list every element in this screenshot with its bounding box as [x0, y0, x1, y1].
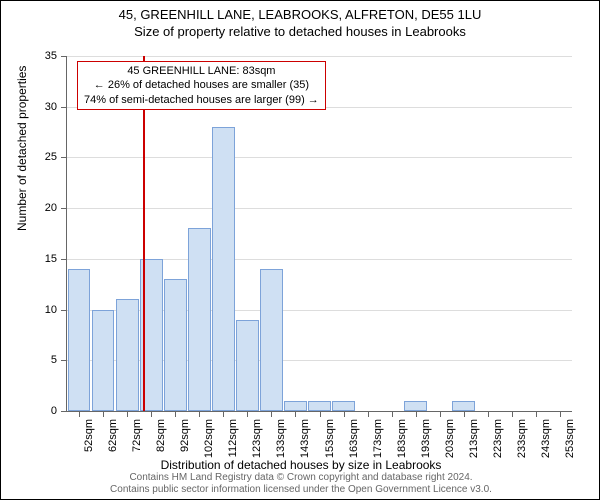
x-tick-label: 62sqm — [107, 419, 119, 452]
y-tick-label: 15 — [45, 253, 57, 265]
y-axis-label: Number of detached properties — [15, 66, 29, 231]
x-tick — [223, 411, 224, 417]
x-tick — [79, 411, 80, 417]
x-tick-label: 223sqm — [492, 419, 504, 458]
x-tick-label: 112sqm — [227, 419, 239, 457]
footer-line2: Contains public sector information licen… — [1, 484, 600, 496]
annotation-line2: ← 26% of detached houses are smaller (35… — [84, 78, 319, 92]
x-tick-label: 183sqm — [396, 419, 408, 458]
x-tick-label: 133sqm — [275, 419, 287, 458]
y-tick — [61, 360, 67, 361]
x-tick-label: 123sqm — [251, 419, 263, 458]
bar — [188, 228, 211, 411]
x-tick — [368, 411, 369, 417]
bar — [68, 269, 91, 411]
x-tick — [416, 411, 417, 417]
x-tick — [247, 411, 248, 417]
chart-title: 45, GREENHILL LANE, LEABROOKS, ALFRETON,… — [1, 1, 599, 22]
x-tick-label: 143sqm — [299, 419, 311, 458]
x-tick-label: 243sqm — [540, 419, 552, 458]
x-tick — [320, 411, 321, 417]
y-tick-label: 35 — [45, 50, 57, 62]
x-tick-label: 253sqm — [564, 419, 576, 458]
plot-area: 0510152025303552sqm62sqm72sqm82sqm92sqm1… — [66, 56, 572, 412]
x-axis-label: Distribution of detached houses by size … — [1, 458, 600, 472]
annotation-box: 45 GREENHILL LANE: 83sqm ← 26% of detach… — [77, 61, 326, 110]
annotation-line1: 45 GREENHILL LANE: 83sqm — [84, 64, 319, 78]
x-tick — [199, 411, 200, 417]
y-tick-label: 20 — [45, 202, 57, 214]
x-tick-label: 72sqm — [131, 419, 143, 452]
chart-container: 45, GREENHILL LANE, LEABROOKS, ALFRETON,… — [0, 0, 600, 500]
y-tick — [61, 107, 67, 108]
x-tick — [392, 411, 393, 417]
footer-line1: Contains HM Land Registry data © Crown c… — [1, 472, 600, 484]
bar — [308, 401, 331, 411]
x-tick-label: 233sqm — [516, 419, 528, 458]
x-tick — [295, 411, 296, 417]
y-tick — [61, 56, 67, 57]
bar — [92, 310, 115, 411]
y-tick-label: 30 — [45, 101, 57, 113]
bar — [164, 279, 187, 411]
x-tick-label: 213sqm — [468, 419, 480, 458]
y-tick — [61, 157, 67, 158]
x-tick-label: 193sqm — [420, 419, 432, 458]
x-tick — [271, 411, 272, 417]
x-tick-label: 102sqm — [203, 419, 215, 458]
y-tick-label: 10 — [45, 304, 57, 316]
x-tick — [127, 411, 128, 417]
x-tick-label: 82sqm — [155, 419, 167, 452]
bar — [236, 320, 259, 411]
bar — [452, 401, 475, 411]
y-tick — [61, 259, 67, 260]
x-tick — [344, 411, 345, 417]
bar — [284, 401, 307, 411]
annotation-line3: 74% of semi-detached houses are larger (… — [84, 93, 319, 107]
y-tick-label: 0 — [51, 405, 57, 417]
x-tick — [151, 411, 152, 417]
x-tick — [488, 411, 489, 417]
x-tick-label: 163sqm — [348, 419, 360, 458]
x-tick — [440, 411, 441, 417]
x-tick-label: 173sqm — [372, 419, 384, 458]
bar — [116, 299, 139, 411]
x-tick-label: 203sqm — [444, 419, 456, 458]
x-tick — [175, 411, 176, 417]
x-tick — [103, 411, 104, 417]
x-tick-label: 92sqm — [179, 419, 191, 452]
bar — [404, 401, 427, 411]
x-tick — [512, 411, 513, 417]
x-tick — [464, 411, 465, 417]
y-tick — [61, 208, 67, 209]
x-tick-label: 153sqm — [324, 419, 336, 458]
footer: Contains HM Land Registry data © Crown c… — [1, 472, 600, 496]
y-tick — [61, 310, 67, 311]
y-tick — [61, 411, 67, 412]
x-tick — [536, 411, 537, 417]
x-tick-label: 52sqm — [83, 419, 95, 452]
bar — [212, 127, 235, 411]
y-tick-label: 5 — [51, 354, 57, 366]
bar — [260, 269, 283, 411]
bar — [332, 401, 355, 411]
y-tick-label: 25 — [45, 151, 57, 163]
x-tick — [560, 411, 561, 417]
chart-subtitle: Size of property relative to detached ho… — [1, 22, 599, 39]
